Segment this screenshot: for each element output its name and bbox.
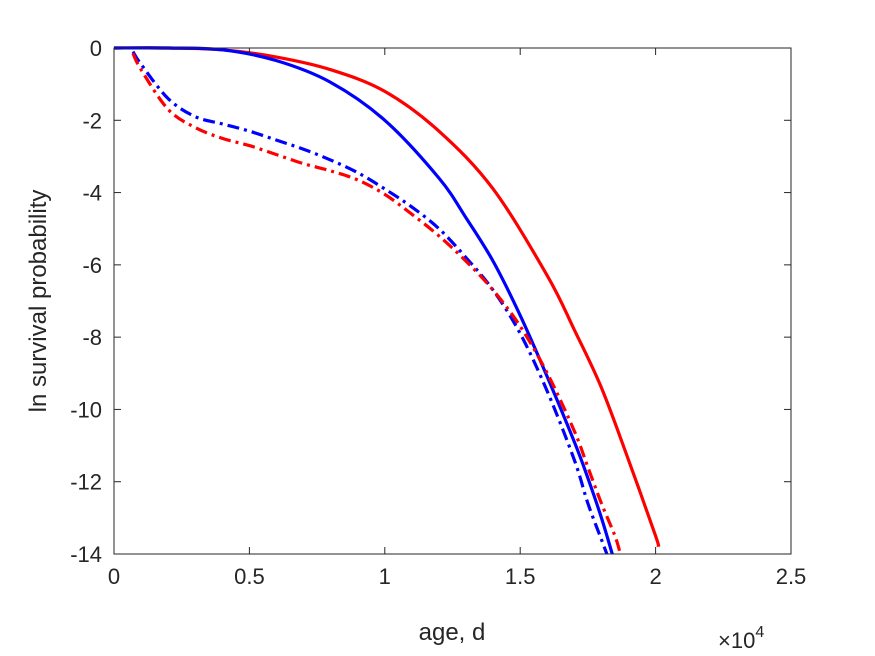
y-tick-label: -10 xyxy=(70,397,102,422)
plot-frame xyxy=(113,47,792,555)
tick-layer: 0 0.5 1 1.5 2 2.5 0 -2 -4 -6 -8 -10 -12 -14 xyxy=(70,36,806,589)
y-axis-title: ln survival probability xyxy=(25,190,52,413)
y-tick-label: -4 xyxy=(82,181,102,206)
series-line-blue-dashdot xyxy=(131,50,609,555)
y-tick-label: -2 xyxy=(82,108,102,133)
x-tick-label: 1 xyxy=(379,564,391,589)
x-axis-title: age, d xyxy=(419,619,486,646)
x-tick-label: 0.5 xyxy=(234,564,265,589)
x-exponent-base: ×10 xyxy=(718,628,755,653)
series-line-blue-solid xyxy=(113,46,614,555)
plot-area xyxy=(114,48,791,554)
y-tick-label: -8 xyxy=(82,325,102,350)
x-tick-label: 2.5 xyxy=(776,564,807,589)
x-exponent-power: 4 xyxy=(755,624,764,641)
y-tick-label: -14 xyxy=(70,542,102,567)
x-tick-label: 2 xyxy=(649,564,661,589)
series-layer xyxy=(113,46,661,555)
y-tick-label: -6 xyxy=(82,253,102,278)
series-line-red-dashdot xyxy=(131,52,622,555)
x-tick-label: 1.5 xyxy=(505,564,536,589)
x-tick-label: 0 xyxy=(108,564,120,589)
y-tick-label: 0 xyxy=(90,36,102,61)
x-exponent-label: ×104 xyxy=(718,624,764,653)
y-tick-label: -12 xyxy=(70,470,102,495)
